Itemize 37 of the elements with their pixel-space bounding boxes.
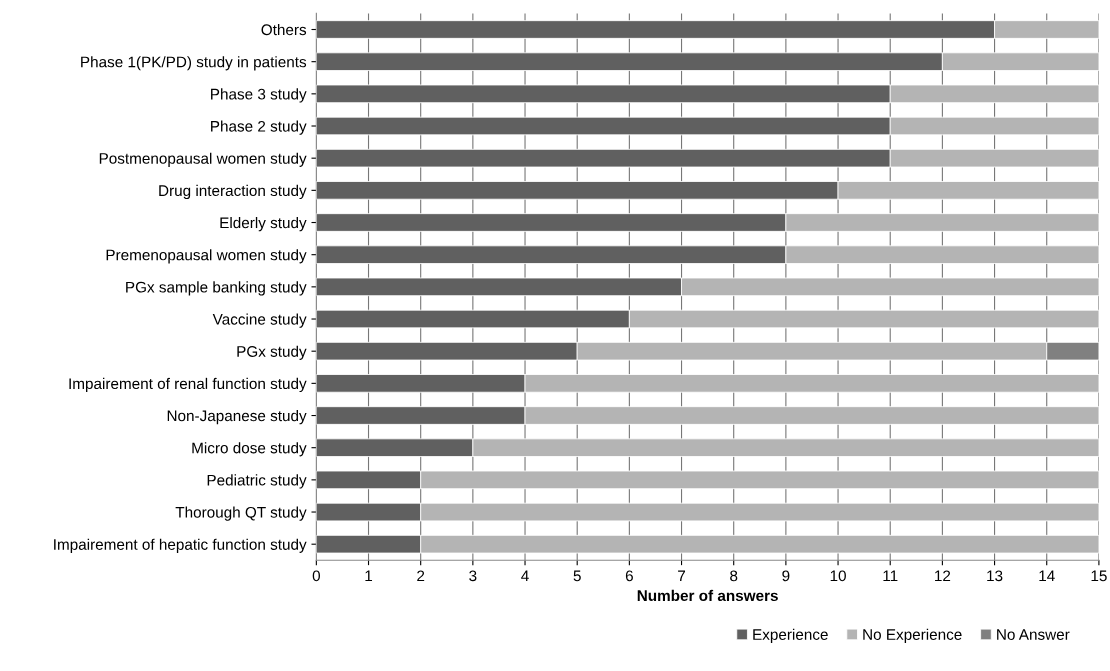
- y-tick-label: Drug interaction study: [159, 184, 307, 200]
- y-tick-label: Postmenopausal women study: [99, 152, 307, 167]
- x-tick-label: 0: [312, 570, 320, 582]
- x-tick-label: 4: [521, 570, 529, 582]
- y-tick-label: Premenopausal women study: [106, 249, 307, 264]
- x-tick-label: 6: [625, 570, 633, 582]
- y-tick-label: Non-Japanese study: [167, 409, 307, 425]
- x-tick-label: 10: [830, 570, 846, 582]
- y-tick-label: Others: [261, 23, 307, 36]
- y-tick-label: Phase 3 study: [211, 88, 307, 103]
- y-tick-label: PGx sample banking study: [126, 281, 307, 296]
- x-tick-label: 8: [730, 570, 738, 582]
- y-tick-label: PGx study: [237, 345, 307, 360]
- y-tick-label: Phase 2 study: [211, 120, 307, 135]
- x-tick-label: 12: [935, 570, 951, 582]
- x-tick-label: 14: [1039, 570, 1055, 582]
- x-tick-label: 9: [782, 570, 790, 582]
- x-tick-label: 2: [417, 570, 425, 582]
- x-tick-label: 1: [365, 570, 373, 582]
- y-tick-label: Elderly study: [220, 216, 307, 232]
- y-tick-label: Thorough QT study: [175, 506, 307, 521]
- y-tick-label: Impairement of renal function study: [69, 377, 307, 393]
- x-tick-label: 3: [469, 570, 477, 582]
- y-tick-label: Impairement of hepatic function study: [54, 538, 307, 553]
- x-tick-label: 11: [883, 570, 898, 582]
- x-tick-label: 7: [678, 570, 686, 582]
- x-tick-label: 15: [1091, 570, 1107, 582]
- x-tick-label: 13: [987, 570, 1003, 582]
- legend-label: No Answer: [997, 629, 1070, 640]
- y-tick-label: Phase 1(PK/PD) study in patients: [81, 56, 307, 71]
- y-tick-label: Vaccine study: [212, 313, 307, 328]
- legend-label: No Experience: [863, 628, 962, 643]
- x-tick-label: 5: [573, 570, 581, 582]
- y-tick-label: Pediatric study: [207, 474, 307, 489]
- y-tick-label: Micro dose study: [192, 442, 307, 457]
- x-axis-title: Number of answers: [637, 589, 778, 602]
- legend-label: Experience: [753, 628, 828, 643]
